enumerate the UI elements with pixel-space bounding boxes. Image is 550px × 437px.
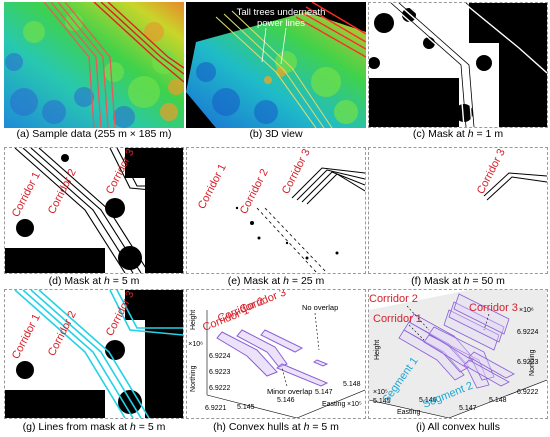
caption-g: (g) Lines from mask at h = 5 m	[22, 421, 166, 433]
caption-d: (d) Mask at h = 5 m	[48, 275, 140, 287]
corridor-1-label: Corridor 1	[373, 313, 422, 325]
corridor-1-arrow	[408, 324, 425, 341]
plot-i-northing-exp: ×10⁶	[519, 307, 534, 314]
plot-i-easting-exp: ×10⁵	[373, 389, 388, 396]
tall-trees-arrow	[280, 27, 287, 65]
plot-i-northing-tick: 6.9224	[517, 329, 539, 336]
plot-h-easting-exp: ×10⁵	[347, 401, 362, 408]
plot-h-northing-tick: 6.9223	[209, 369, 231, 376]
no-overlap-annotation: No overlap	[302, 303, 338, 312]
plot-h-axes	[206, 310, 365, 418]
caption-c: (c) Mask at h = 1 m	[412, 128, 504, 140]
corridor-2-label: Corridor 2	[369, 293, 418, 305]
panel-f-mask-50m: Corridor 3	[368, 147, 548, 274]
plot-i-northing-tick: 6.9223	[517, 359, 539, 366]
plot-i-easting-tick: 5.145	[373, 398, 391, 405]
plot-h-easting-tick: 5.148	[343, 381, 361, 388]
plot-i-easting-label: Easting	[397, 409, 420, 416]
minor-overlap-arrow	[281, 367, 288, 387]
plot-i-northing-tick: 6.9222	[517, 389, 539, 396]
mask-5m-image: Corridor 1 Corridor 2 Corridor 3	[5, 148, 183, 273]
lines-5m-image: Corridor 1 Corridor 2 Corridor 3	[5, 290, 183, 418]
plot-i-easting-tick: 5.146	[419, 397, 437, 404]
corridor-3-label: Corridor 3	[469, 302, 518, 314]
minor-overlap-annotation: Minor overlap	[267, 387, 312, 396]
plot-i-easting-tick: 5.148	[489, 397, 507, 404]
plot-i-easting-tick: 5.147	[459, 405, 477, 412]
caption-i: (i) All convex hulls	[415, 421, 501, 433]
caption-f: (f) Mask at h = 50 m	[411, 275, 505, 287]
panel-h-convex-hulls-5m: Height Northing ×10⁶ 6.9224 6.9223 6.922…	[186, 289, 366, 419]
mask-25m-image: Corridor 1 Corridor 2 Corridor 3	[187, 148, 365, 273]
sample-data-image	[4, 2, 184, 128]
plot-h-northing-tick: 6.9224	[209, 353, 231, 360]
caption-b: (b) 3D view	[249, 128, 303, 140]
plot-h-easting-tick: 5.145	[237, 404, 255, 411]
panel-i-all-convex-hulls: Height ×10⁶ 6.9224 6.9223 6.9222 Northin…	[368, 289, 548, 419]
tall-trees-arrow	[261, 27, 267, 63]
plot-i-axes	[369, 379, 547, 418]
mask-50m-image: Corridor 3	[369, 148, 547, 273]
mask-1m-image	[369, 3, 547, 127]
plot-h-easting-label: Easting	[322, 401, 345, 408]
plot-h-ylabel: Height	[190, 310, 197, 330]
tall-trees-annotation-line1: Tall trees underneath	[237, 7, 326, 18]
panel-g-lines-5m: Corridor 1 Corridor 2 Corridor 3	[4, 289, 184, 419]
all-convex-hulls-plot: Height ×10⁶ 6.9224 6.9223 6.9222 Northin…	[369, 290, 547, 418]
panel-e-mask-25m: Corridor 1 Corridor 2 Corridor 3	[186, 147, 366, 274]
convex-hulls-5m-plot: Height Northing ×10⁶ 6.9224 6.9223 6.922…	[187, 290, 365, 418]
plot-i-ylabel: Height	[374, 340, 381, 360]
panel-c-mask-1m	[368, 2, 548, 128]
tall-trees-annotation-line2: power lines	[257, 18, 305, 29]
plot-h-northing-exp: ×10⁶	[188, 341, 203, 348]
plot-h-easting-tick: 5.146	[277, 397, 295, 404]
corridor-2-arrow	[406, 305, 430, 331]
corridor-3-arrow	[483, 313, 490, 331]
plot-h-northing-label: Northing	[190, 365, 197, 392]
3d-view-image: Tall trees underneath power lines	[186, 2, 366, 128]
plot-i-northing-label: Northing	[529, 349, 536, 376]
plot-h-northing-tick: 6.9221	[205, 405, 227, 412]
plot-i-hulls	[398, 293, 515, 389]
caption-a: (a) Sample data (255 m × 185 m)	[16, 128, 172, 140]
plot-h-northing-tick: 6.9222	[209, 385, 231, 392]
panel-d-mask-5m: Corridor 1 Corridor 2 Corridor 3	[4, 147, 184, 274]
caption-e: (e) Mask at h = 25 m	[227, 275, 325, 287]
panel-b-3d-view: Tall trees underneath power lines	[186, 2, 366, 128]
plot-h-hulls	[216, 329, 329, 387]
caption-h: (h) Convex hulls at h = 5 m	[213, 421, 339, 433]
plot-h-easting-tick: 5.147	[315, 389, 333, 396]
panel-a-sample-data	[4, 2, 184, 128]
